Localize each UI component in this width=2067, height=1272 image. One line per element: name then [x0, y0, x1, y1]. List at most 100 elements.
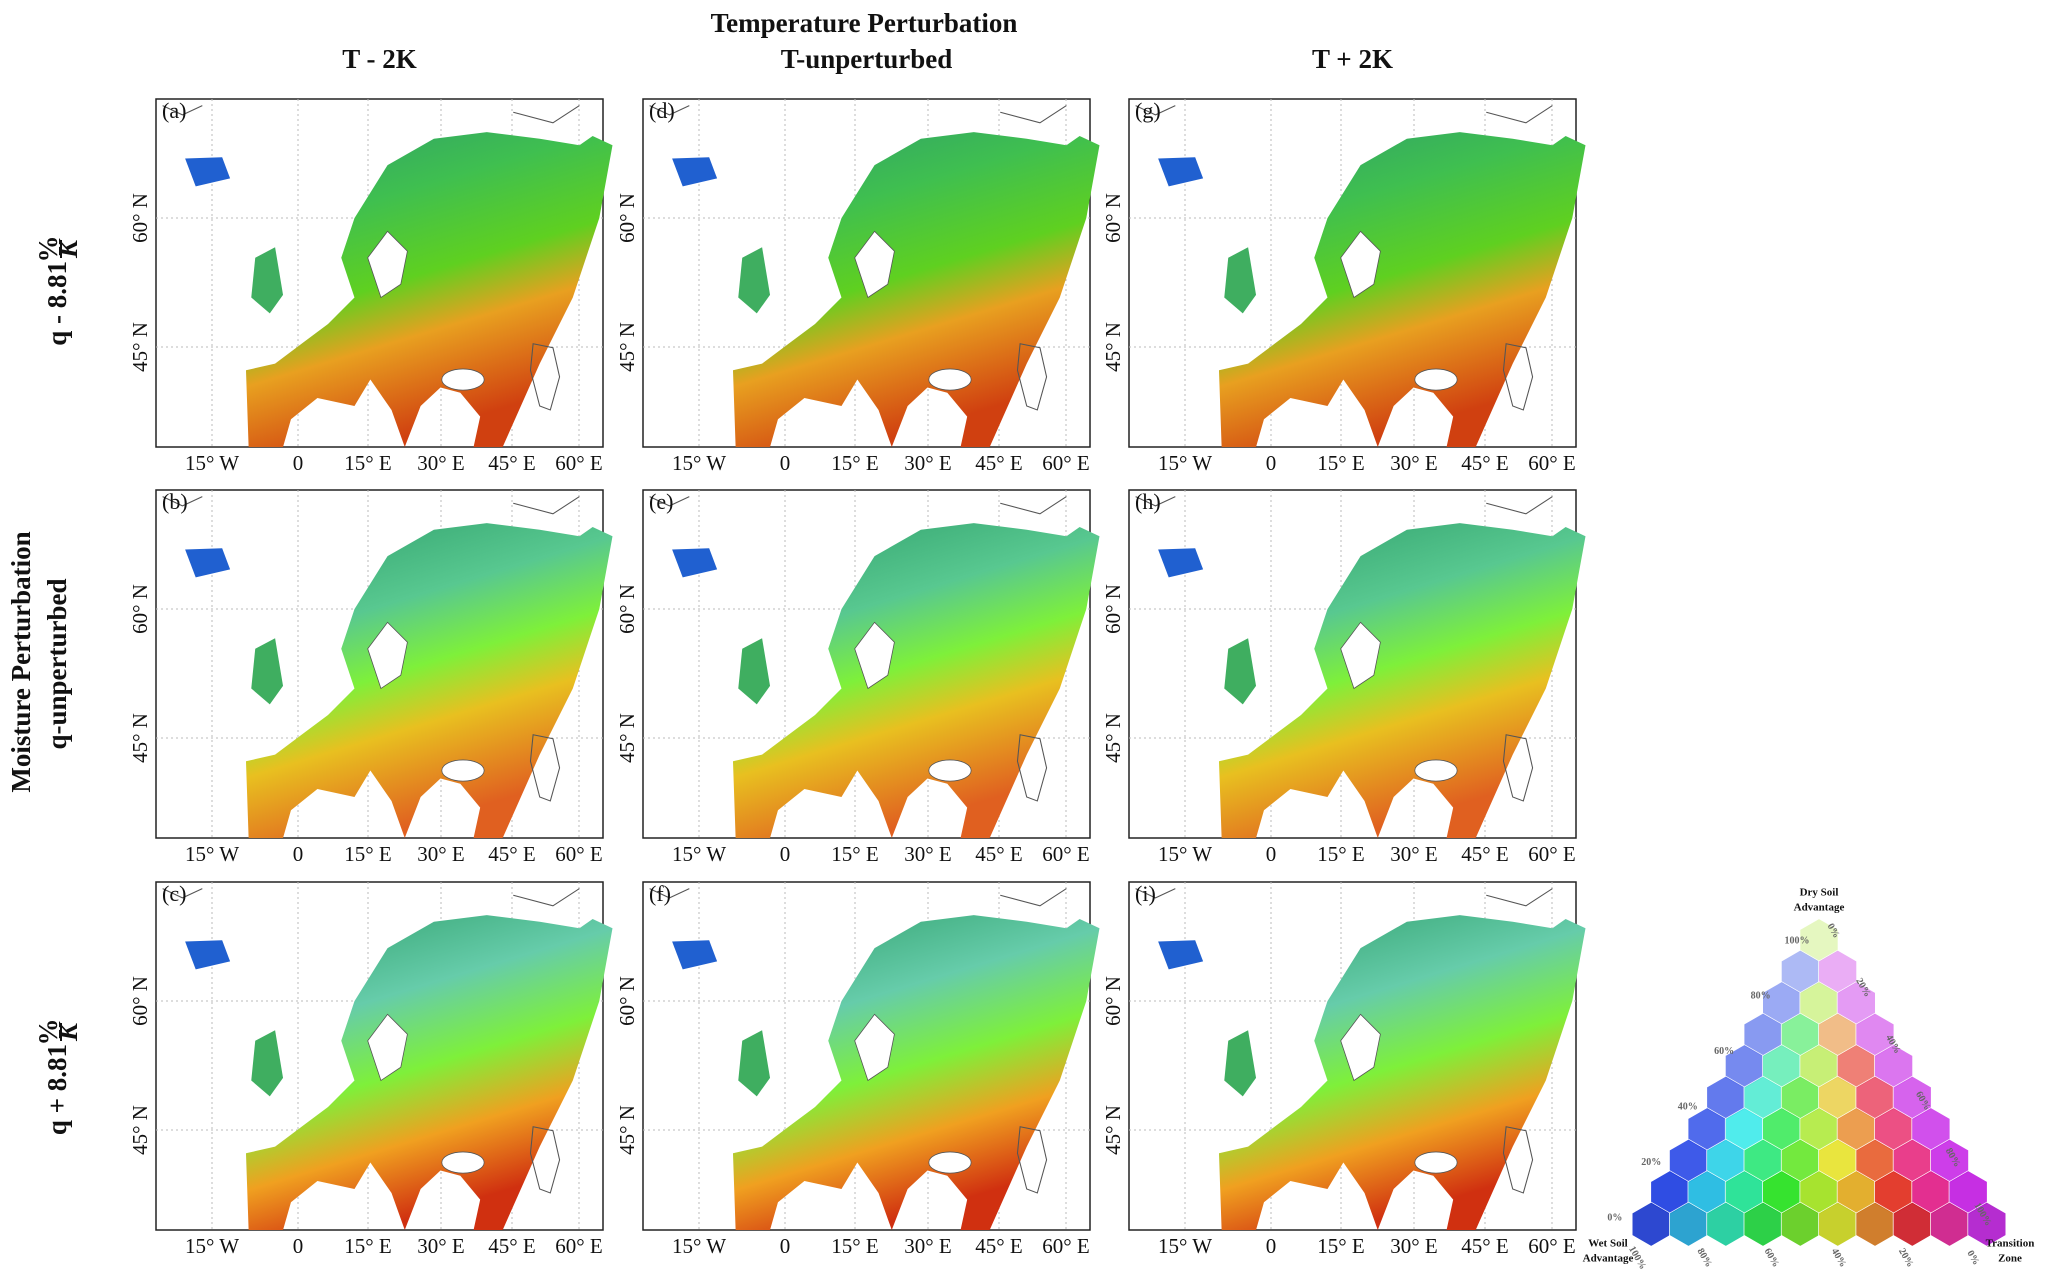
y-tick-label: 60° N [615, 584, 639, 634]
y-tick-label: 45° N [1101, 713, 1125, 763]
y-tick-label: 45° N [1101, 322, 1125, 372]
map [162, 496, 613, 838]
land [1218, 132, 1586, 448]
iceland [185, 940, 231, 970]
baltic [854, 621, 895, 690]
column-header: T-unperturbed [781, 44, 953, 74]
caspian [1016, 734, 1048, 802]
x-tick-label: 0 [1266, 842, 1277, 866]
panel-label: (i) [1135, 881, 1156, 906]
x-tick-label: 15° E [831, 842, 878, 866]
x-tick-label: 45° E [975, 1234, 1022, 1258]
legend-left-tick: 40% [1678, 1102, 1698, 1113]
baltic [1340, 621, 1381, 690]
column-header: T + 2K [1312, 44, 1393, 74]
x-tick-label: 15° E [1317, 842, 1364, 866]
panel-label: (d) [649, 98, 675, 123]
coast-north [1135, 105, 1553, 124]
x-tick-label: 45° E [1461, 1234, 1508, 1258]
black-sea [1414, 759, 1458, 782]
x-tick-label: 45° E [488, 1234, 535, 1258]
uk [1224, 638, 1257, 705]
baltic [854, 230, 895, 299]
coast-north [1135, 888, 1553, 907]
x-tick-label: 60° E [555, 1234, 602, 1258]
x-tick-label: 15° W [672, 1234, 726, 1258]
y-tick-label: 45° N [128, 1105, 152, 1155]
column-title: Temperature Perturbation [711, 8, 1018, 38]
legend-top: Advantage [1794, 902, 1845, 914]
x-tick-label: 60° E [1528, 451, 1575, 475]
x-tick-label: 15° E [831, 451, 878, 475]
y-tick-label: 45° N [615, 1105, 639, 1155]
panel-label: (g) [1135, 98, 1161, 123]
x-tick-label: 0 [293, 451, 304, 475]
y-tick-label: 45° N [615, 322, 639, 372]
black-sea [441, 759, 485, 782]
x-tick-label: 30° E [904, 451, 951, 475]
panel-label: (c) [162, 881, 186, 906]
y-tick-label: 60° N [1101, 584, 1125, 634]
y-tick-label: 60° N [128, 193, 152, 243]
caspian [1502, 1126, 1534, 1194]
baltic [854, 1013, 895, 1082]
legend-bottom-tick: 20% [1896, 1246, 1916, 1269]
x-tick-label: 60° E [1528, 842, 1575, 866]
baltic [1340, 230, 1381, 299]
panel-label: (h) [1135, 489, 1161, 514]
x-tick-label: 15° W [185, 842, 239, 866]
land [1218, 915, 1586, 1230]
caspian [529, 1126, 561, 1194]
x-tick-label: 45° E [488, 842, 535, 866]
black-sea [928, 759, 972, 782]
row-header-numerator: % [33, 236, 63, 263]
coast-north [1135, 496, 1553, 515]
legend-left-tick: 0% [1607, 1212, 1622, 1223]
black-sea [928, 368, 972, 391]
land [245, 132, 613, 448]
x-tick-label: 15° W [185, 1234, 239, 1258]
x-tick-label: 30° E [904, 842, 951, 866]
column-header: T - 2K [342, 44, 417, 74]
baltic [367, 230, 408, 299]
x-tick-label: 0 [1266, 451, 1277, 475]
row-header-text: q + 8.81 [42, 1044, 72, 1135]
x-tick-label: 15° W [672, 451, 726, 475]
x-tick-label: 45° E [975, 451, 1022, 475]
iceland [185, 157, 231, 187]
y-tick-label: 60° N [128, 976, 152, 1026]
x-tick-label: 45° E [1461, 842, 1508, 866]
legend-bottom-tick: 0% [1964, 1249, 1981, 1267]
map [1135, 888, 1586, 1230]
x-tick-label: 60° E [1042, 1234, 1089, 1258]
map [1135, 496, 1586, 838]
legend-left: Advantage [1583, 1253, 1634, 1265]
uk [738, 1030, 771, 1097]
panel-label: (a) [162, 98, 186, 123]
map [649, 105, 1100, 448]
x-tick-label: 60° E [1042, 842, 1089, 866]
x-tick-label: 0 [780, 451, 791, 475]
x-tick-label: 0 [293, 1234, 304, 1258]
x-tick-label: 0 [780, 842, 791, 866]
y-tick-label: 45° N [128, 713, 152, 763]
coast-north [649, 888, 1067, 907]
coast-north [649, 496, 1067, 515]
baltic [367, 621, 408, 690]
x-tick-label: 30° E [1390, 1234, 1437, 1258]
x-tick-label: 15° E [1317, 451, 1364, 475]
land [732, 915, 1100, 1230]
x-tick-label: 15° E [344, 451, 391, 475]
x-tick-label: 0 [780, 1234, 791, 1258]
x-tick-label: 60° E [1042, 451, 1089, 475]
land [245, 915, 613, 1230]
uk [251, 638, 284, 705]
y-tick-label: 45° N [1101, 1105, 1125, 1155]
map [162, 105, 613, 448]
x-tick-label: 60° E [1528, 1234, 1575, 1258]
land [245, 523, 613, 838]
y-tick-label: 60° N [1101, 193, 1125, 243]
caspian [529, 734, 561, 802]
x-tick-label: 60° E [555, 451, 602, 475]
iceland [1158, 157, 1204, 187]
